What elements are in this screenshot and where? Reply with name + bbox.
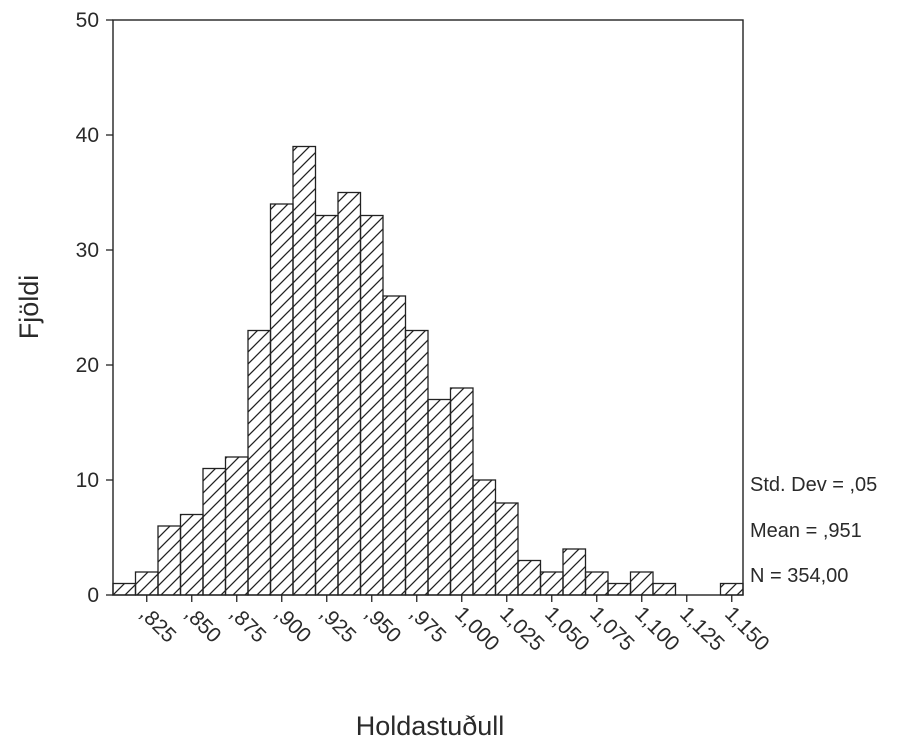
histogram-bar xyxy=(269,203,294,596)
x-tick-label: 1,125 xyxy=(675,602,728,655)
histogram-bar xyxy=(134,571,159,596)
x-tick-label: ,975 xyxy=(405,602,450,647)
y-axis-title: Fjöldi xyxy=(14,275,44,340)
histogram-bar xyxy=(517,559,542,596)
histogram-bar xyxy=(449,387,474,596)
histogram-bar xyxy=(719,582,744,596)
histogram-bar xyxy=(224,456,249,596)
histogram-bar xyxy=(404,329,429,596)
bars-group xyxy=(112,145,744,596)
x-tick-label: ,925 xyxy=(315,602,360,647)
y-tick-label: 0 xyxy=(87,584,99,607)
histogram-bar xyxy=(112,582,137,596)
histogram-bar xyxy=(539,571,564,596)
histogram-bar xyxy=(562,548,587,596)
x-tick-label: ,875 xyxy=(225,602,270,647)
histogram-bar xyxy=(359,214,384,596)
histogram-bar xyxy=(292,145,317,596)
histogram-bar xyxy=(157,525,182,596)
x-axis: ,825,850,875,900,925,950,975 1,0001,0251,… xyxy=(135,595,774,656)
histogram-bar xyxy=(382,295,407,596)
x-tick-label: 1,050 xyxy=(540,602,593,655)
x-tick-label: 1,150 xyxy=(720,602,773,655)
histogram-bar xyxy=(629,571,654,596)
stat-mean: Mean = ,951 xyxy=(750,520,862,542)
y-tick-label: 20 xyxy=(76,354,99,377)
x-tick-label: ,900 xyxy=(270,602,315,647)
y-axis: 0 10 20 30 40 50 xyxy=(76,9,113,607)
x-tick-label: 1,000 xyxy=(450,602,503,655)
x-tick-label: ,825 xyxy=(135,602,180,647)
histogram-bar xyxy=(652,582,677,596)
x-tick-label: 1,100 xyxy=(630,602,683,655)
stat-std-dev: Std. Dev = ,05 xyxy=(750,474,877,496)
histogram-bar xyxy=(494,502,519,596)
y-tick-label: 30 xyxy=(76,239,99,262)
histogram-bar xyxy=(607,582,632,596)
histogram-bar xyxy=(202,467,227,596)
histogram-bar xyxy=(179,513,204,596)
histogram-bar xyxy=(247,329,272,596)
stat-n: N = 354,00 xyxy=(750,565,848,587)
x-tick-label: ,850 xyxy=(180,602,225,647)
histogram-bar xyxy=(337,191,362,596)
histogram-bar xyxy=(427,398,452,596)
histogram-bar xyxy=(472,479,497,596)
histogram-bar xyxy=(314,214,339,596)
x-tick-label: ,950 xyxy=(360,602,405,647)
x-axis-title: Holdastuðull xyxy=(356,711,505,741)
y-tick-label: 50 xyxy=(76,9,99,32)
histogram-bar xyxy=(584,571,609,596)
x-tick-label: 1,025 xyxy=(495,602,548,655)
y-tick-label: 40 xyxy=(76,124,99,147)
x-tick-label: 1,075 xyxy=(585,602,638,655)
y-tick-label: 10 xyxy=(76,469,99,492)
